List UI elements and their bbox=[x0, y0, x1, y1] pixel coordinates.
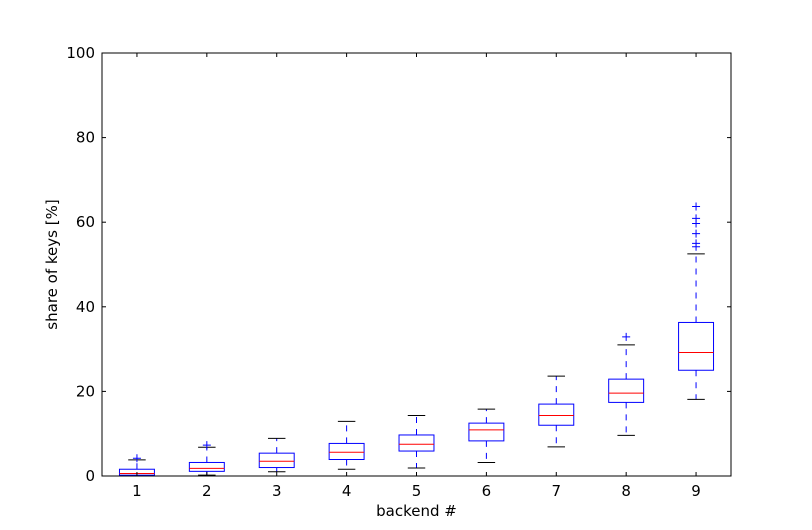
flier-point bbox=[692, 214, 701, 223]
box-iqr bbox=[468, 422, 505, 442]
plot-frame bbox=[101, 52, 732, 477]
box-iqr bbox=[328, 442, 365, 461]
box-iqr bbox=[258, 452, 295, 469]
box-iqr bbox=[538, 403, 575, 426]
box-3 bbox=[258, 437, 295, 473]
x-tick-label: 9 bbox=[691, 482, 701, 500]
x-tick-label: 4 bbox=[342, 482, 352, 500]
flier-point bbox=[622, 332, 631, 341]
flier-point bbox=[692, 239, 701, 248]
y-tick-label: 80 bbox=[76, 129, 95, 147]
y-axis-label: share of keys [%] bbox=[43, 199, 61, 329]
x-tick-label: 1 bbox=[132, 482, 142, 500]
box-5 bbox=[398, 415, 435, 469]
y-tick-label: 20 bbox=[76, 382, 95, 400]
box-9 bbox=[678, 202, 715, 400]
flier-point bbox=[202, 441, 211, 450]
box-iqr bbox=[398, 434, 435, 452]
box-6 bbox=[468, 408, 505, 463]
box-4 bbox=[328, 420, 365, 470]
box-iqr bbox=[608, 378, 645, 403]
x-tick-label: 3 bbox=[272, 482, 282, 500]
flier-point bbox=[692, 229, 701, 238]
y-tick-label: 0 bbox=[85, 467, 95, 485]
x-tick-label: 8 bbox=[621, 482, 631, 500]
box-2 bbox=[188, 441, 225, 476]
x-tick-label: 6 bbox=[482, 482, 492, 500]
x-axis-label: backend # bbox=[376, 502, 457, 520]
flier-point bbox=[692, 202, 701, 211]
x-tick-label: 2 bbox=[202, 482, 212, 500]
box-iqr bbox=[678, 321, 715, 371]
x-tick-label: 5 bbox=[412, 482, 422, 500]
y-tick-label: 100 bbox=[66, 44, 95, 62]
box-8 bbox=[608, 332, 645, 436]
x-tick-label: 7 bbox=[552, 482, 562, 500]
y-tick-label: 60 bbox=[76, 213, 95, 231]
box-iqr bbox=[188, 461, 225, 472]
y-tick-label: 40 bbox=[76, 298, 95, 316]
box-7 bbox=[538, 375, 575, 448]
flier-point bbox=[132, 454, 141, 463]
